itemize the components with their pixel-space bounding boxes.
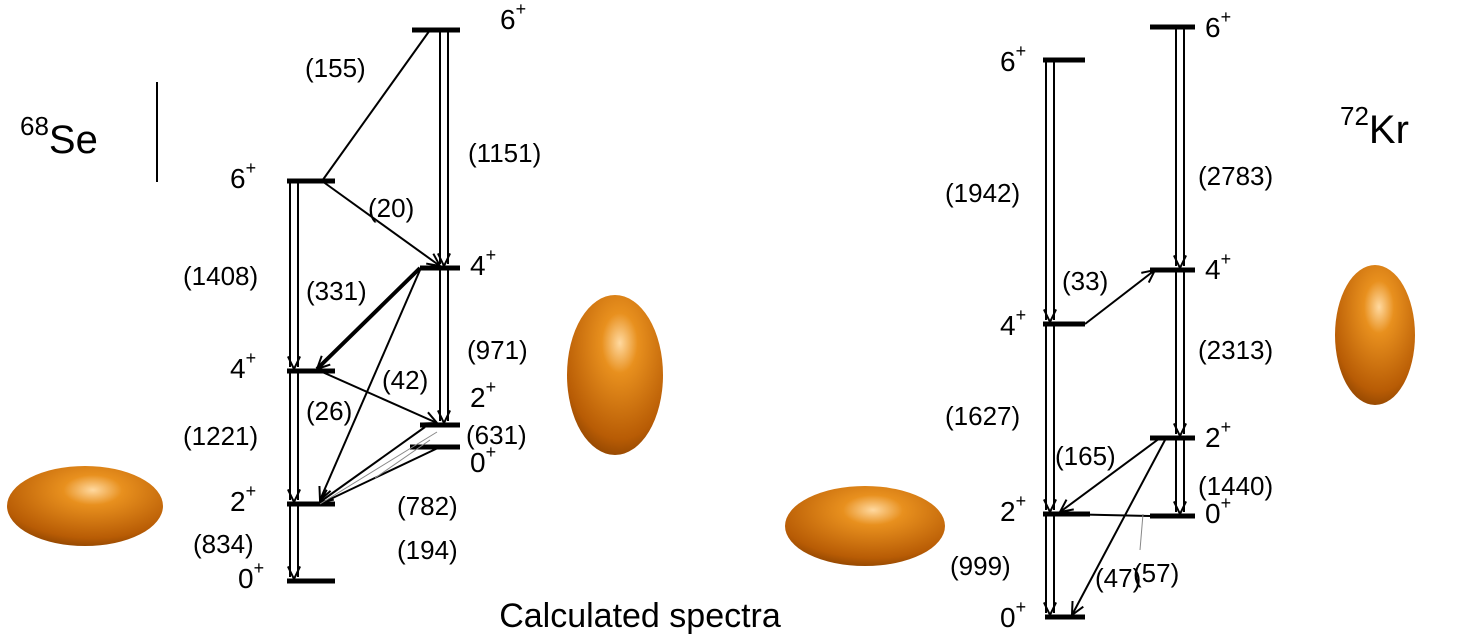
mass-number: 68 bbox=[20, 111, 49, 141]
level-label: 6+ bbox=[1000, 41, 1026, 78]
parity: + bbox=[516, 0, 527, 19]
level-label: 4+ bbox=[230, 348, 256, 385]
parity: + bbox=[1016, 491, 1027, 511]
spin: 6 bbox=[230, 163, 246, 194]
transition-label: (2313) bbox=[1198, 335, 1273, 365]
transition-label: (1151) bbox=[468, 138, 541, 168]
level-label: 6+ bbox=[1205, 7, 1231, 44]
transition-label: (2783) bbox=[1198, 161, 1273, 191]
transition bbox=[1140, 514, 1143, 550]
spin: 2 bbox=[1000, 496, 1016, 527]
spin: 4 bbox=[230, 353, 246, 384]
transition-label: (782) bbox=[397, 491, 458, 521]
level-label: 4+ bbox=[1000, 305, 1026, 342]
oblate-shape bbox=[7, 466, 163, 546]
level-label: 2+ bbox=[1205, 417, 1231, 454]
level-label: 6+ bbox=[500, 0, 526, 35]
transition-label: (999) bbox=[950, 551, 1011, 581]
parity: + bbox=[1221, 249, 1232, 269]
level-label: 6+ bbox=[230, 158, 256, 195]
prolate-shape bbox=[567, 295, 663, 455]
transition-label: (1440) bbox=[1198, 471, 1273, 501]
transition-label: (194) bbox=[397, 535, 458, 565]
spin: 4 bbox=[1205, 254, 1221, 285]
transition-label: (165) bbox=[1055, 441, 1116, 471]
nucleus-label: 68Se bbox=[20, 111, 98, 162]
spin: 4 bbox=[470, 250, 486, 281]
level-scheme: Calculated spectra 68Se6+4+2+0+6+4+2+0+(… bbox=[0, 0, 1479, 643]
transition-label: (1221) bbox=[183, 421, 258, 451]
transition-label: (1408) bbox=[183, 261, 258, 291]
level-label: 2+ bbox=[230, 481, 256, 518]
element-symbol: Kr bbox=[1369, 108, 1409, 152]
parity: + bbox=[246, 481, 257, 501]
parity: + bbox=[486, 245, 497, 265]
transition-label: (47) bbox=[1095, 563, 1141, 593]
transition bbox=[375, 440, 430, 478]
spin: 2 bbox=[230, 486, 246, 517]
level-label: 2+ bbox=[470, 377, 496, 414]
spin: 0 bbox=[1000, 602, 1016, 633]
transition-label: (331) bbox=[306, 276, 367, 306]
transition-label: (1627) bbox=[945, 401, 1020, 431]
parity: + bbox=[246, 348, 257, 368]
transition-label: (971) bbox=[467, 335, 528, 365]
spin: 0 bbox=[1205, 498, 1221, 529]
nucleus-label: 72Kr bbox=[1340, 101, 1409, 152]
parity: + bbox=[1016, 597, 1027, 617]
spin: 2 bbox=[470, 382, 486, 413]
spin: 6 bbox=[1205, 12, 1221, 43]
parity: + bbox=[1016, 305, 1027, 325]
transition-label: (42) bbox=[382, 365, 428, 395]
spin: 6 bbox=[1000, 46, 1016, 77]
mass-number: 72 bbox=[1340, 101, 1369, 131]
transition-label: (631) bbox=[466, 420, 527, 450]
parity: + bbox=[246, 158, 257, 178]
level-label: 0+ bbox=[238, 558, 264, 595]
parity: + bbox=[1221, 417, 1232, 437]
parity: + bbox=[1016, 41, 1027, 61]
spin: 6 bbox=[500, 4, 516, 35]
transition-label: (1942) bbox=[945, 178, 1020, 208]
spin: 2 bbox=[1205, 422, 1221, 453]
spin: 4 bbox=[1000, 310, 1016, 341]
parity: + bbox=[254, 558, 265, 578]
level-label: 0+ bbox=[1000, 597, 1026, 634]
transition-label: (155) bbox=[305, 53, 366, 83]
transition-label: (834) bbox=[193, 529, 254, 559]
level-label: 4+ bbox=[470, 245, 496, 282]
spin: 0 bbox=[238, 563, 254, 594]
oblate-shape bbox=[785, 486, 945, 566]
element-symbol: Se bbox=[49, 118, 98, 162]
parity: + bbox=[486, 377, 497, 397]
caption: Calculated spectra bbox=[499, 597, 781, 635]
transition-label: (26) bbox=[306, 396, 352, 426]
level-label: 2+ bbox=[1000, 491, 1026, 528]
spin: 0 bbox=[470, 447, 486, 478]
prolate-shape bbox=[1335, 265, 1415, 405]
level-label: 4+ bbox=[1205, 249, 1231, 286]
parity: + bbox=[1221, 7, 1232, 27]
transition-label: (33) bbox=[1062, 266, 1108, 296]
transition-label: (20) bbox=[368, 193, 414, 223]
